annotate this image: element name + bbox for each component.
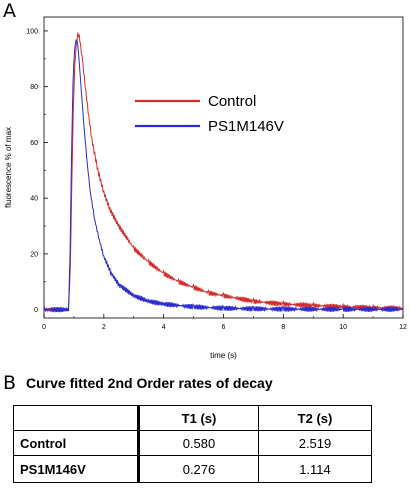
y-tick-label: 100 [26,28,38,35]
x-tick-label: 2 [102,324,106,331]
y-tick-label: 80 [30,84,38,91]
table-row: PS1M146V 0.276 1.114 [14,456,372,483]
table-corner-cell [14,406,139,431]
legend-label-1: PS1M146V [208,118,284,135]
x-tick-label: 0 [42,324,46,331]
panel-label-b: B [3,372,16,394]
x-tick-label: 10 [339,324,347,331]
column-header-t1: T1 (s) [139,406,259,431]
cell-ps1m146v-t2: 1.114 [259,456,372,483]
row-label-control: Control [14,431,139,456]
decay-rates-table: T1 (s) T2 (s) Control 0.580 2.519 PS1M14… [13,405,372,483]
y-tick-label: 0 [34,307,38,314]
x-tick-label: 6 [222,324,226,331]
table-header-row: T1 (s) T2 (s) [14,406,372,431]
cell-ps1m146v-t1: 0.276 [139,456,259,483]
series-line-0 [44,33,403,313]
y-tick-label: 60 [30,140,38,147]
x-tick-label: 8 [281,324,285,331]
y-tick-label: 20 [30,251,38,258]
cell-control-t1: 0.580 [139,431,259,456]
column-header-t2: T2 (s) [259,406,372,431]
plot-frame [44,17,403,318]
cell-control-t2: 2.519 [259,431,372,456]
fluorescence-chart: 0 2 4 6 8 10 12 0 20 40 60 80 100 time (s) fluorescenc… [0,0,411,372]
y-axis-title: fluorescence % of max [4,127,13,208]
row-label-ps1m146v: PS1M146V [14,456,139,483]
x-tick-label: 12 [399,324,407,331]
series-line-1 [44,40,403,312]
x-tick-label: 4 [162,324,166,331]
y-tick-label: 40 [30,196,38,203]
table-title: Curve fitted 2nd Order rates of decay [26,375,273,391]
table-row: Control 0.580 2.519 [14,431,372,456]
x-axis-title: time (s) [210,351,237,360]
legend-label-0: Control [208,93,256,110]
